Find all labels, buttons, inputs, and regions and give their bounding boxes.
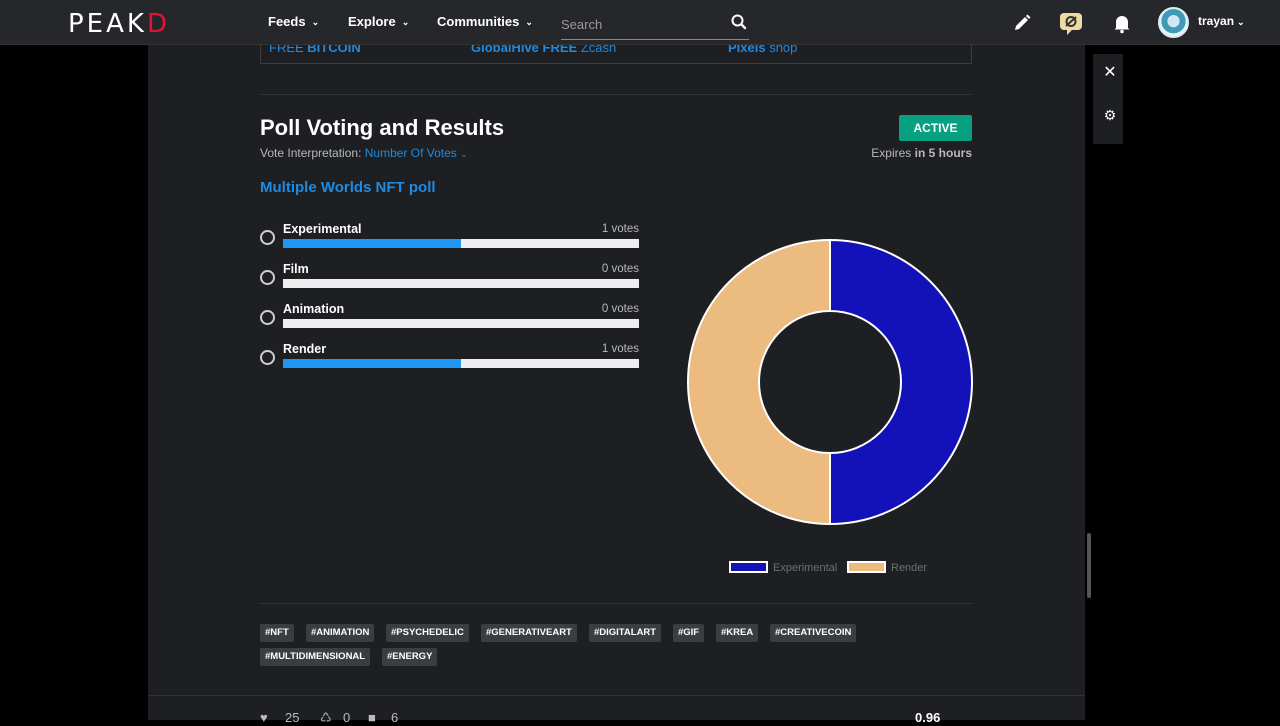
bell-icon[interactable]: [1110, 11, 1134, 35]
donut-slice-experimental[interactable]: [829, 238, 973, 526]
option-progress-bar: [283, 319, 639, 328]
results-donut-chart: [687, 238, 973, 526]
reblog-icon[interactable]: ♺: [320, 710, 332, 725]
post-content: FREE BITCOIN GlobalHive FREE Zcash Pixel…: [148, 35, 1085, 725]
option-label: Render: [283, 342, 327, 356]
poll-option-film[interactable]: Film 0 votes: [260, 262, 640, 296]
tag-krea[interactable]: #KREA: [716, 624, 759, 642]
search-input[interactable]: [561, 14, 721, 34]
option-label: Animation: [283, 302, 345, 316]
tag-multidimensional[interactable]: #MULTIDIMENSIONAL: [260, 648, 371, 666]
top-navbar: PEAKD Feeds ⌄ Explore ⌄ Communities ⌄ traya…: [0, 0, 1280, 45]
reblogs-count: 0: [343, 710, 351, 725]
option-radio[interactable]: [260, 350, 275, 365]
tag-nft[interactable]: #NFT: [260, 624, 294, 642]
search-bar: [561, 8, 749, 40]
payout-value: 0.96: [915, 710, 941, 725]
legend-swatch: [847, 561, 886, 573]
divider: [260, 94, 972, 95]
option-progress-fill: [283, 359, 461, 368]
chevron-down-icon: ⌄: [1237, 17, 1245, 27]
chat-icon[interactable]: [1058, 11, 1082, 35]
chevron-down-icon: ⌄: [525, 17, 533, 27]
option-radio[interactable]: [260, 230, 275, 245]
nav-feeds-label: Feeds: [268, 14, 306, 29]
option-label: Film: [283, 262, 309, 276]
nav-explore-label: Explore: [348, 14, 396, 29]
tag-animation[interactable]: #ANIMATION: [306, 624, 375, 642]
poll-option-render[interactable]: Render 1 votes: [260, 342, 640, 376]
vote-interpretation: Vote Interpretation: Number Of Votes ⌄: [260, 146, 468, 160]
tag-gif[interactable]: #GIF: [673, 624, 705, 642]
chevron-down-icon: ⌄: [460, 149, 468, 159]
poll-title: Poll Voting and Results: [260, 115, 505, 140]
scrollbar-thumb[interactable]: [1087, 533, 1091, 598]
user-menu[interactable]: trayan ⌄: [1198, 14, 1245, 28]
pencil-icon[interactable]: [1010, 11, 1034, 35]
close-icon[interactable]: ✕: [1103, 64, 1117, 81]
vote-interpretation-select[interactable]: Number Of Votes ⌄: [364, 146, 468, 160]
poll-option-experimental[interactable]: Experimental 1 votes: [260, 222, 640, 256]
option-votes: 0 votes: [601, 303, 639, 315]
donut-slice-render[interactable]: [687, 238, 831, 526]
tag-digitalart[interactable]: #DIGITALART: [589, 624, 662, 642]
tag-generativeart[interactable]: #GENERATIVEART: [481, 624, 577, 642]
username-label: trayan: [1198, 14, 1235, 28]
option-progress-bar: [283, 359, 639, 368]
tag-psychedelic[interactable]: #PSYCHEDELIC: [386, 624, 469, 642]
tag-creativecoin[interactable]: #CREATIVECOIN: [770, 624, 857, 642]
option-votes: 1 votes: [601, 343, 639, 355]
legend-label: Render: [891, 562, 928, 574]
chevron-down-icon: ⌄: [311, 17, 320, 27]
option-votes: 1 votes: [601, 223, 639, 235]
legend-label: Experimental: [773, 562, 838, 574]
poll-expiry: Expires in 5 hours: [871, 146, 972, 160]
gear-icon[interactable]: ⚙: [1103, 107, 1117, 123]
option-progress-fill: [283, 239, 461, 248]
post-footer: ♥ 25 ♺ 0 ■ 6 0.96: [260, 710, 972, 725]
legend-item-experimental[interactable]: Experimental: [729, 561, 837, 574]
vote-interpretation-label: Vote Interpretation:: [260, 146, 365, 160]
nav-communities-label: Communities: [437, 14, 520, 29]
heart-icon[interactable]: ♥: [260, 710, 268, 725]
peakd-logo[interactable]: PEAKD: [68, 9, 170, 39]
divider: [148, 695, 1085, 696]
poll-option-animation[interactable]: Animation 0 votes: [260, 302, 640, 336]
option-progress-bar: [283, 279, 639, 288]
option-radio[interactable]: [260, 270, 275, 285]
poll-question: Multiple Worlds NFT poll: [260, 179, 436, 196]
option-votes: 0 votes: [601, 263, 639, 275]
legend-item-render[interactable]: Render: [847, 561, 927, 574]
avatar[interactable]: [1158, 7, 1189, 38]
nav-explore[interactable]: Explore ⌄: [348, 14, 409, 29]
side-action-panel: ✕ ⚙: [1093, 54, 1123, 144]
status-badge: ACTIVE: [899, 115, 972, 141]
legend-swatch: [729, 561, 768, 573]
nav-communities[interactable]: Communities ⌄: [437, 14, 533, 29]
likes-count: 25: [285, 710, 300, 725]
chevron-down-icon: ⌄: [401, 17, 410, 27]
option-label: Experimental: [283, 222, 362, 236]
comments-count: 6: [391, 710, 399, 725]
search-icon[interactable]: [729, 12, 749, 32]
tag-energy[interactable]: #ENERGY: [382, 648, 438, 666]
option-progress-bar: [283, 239, 639, 248]
option-radio[interactable]: [260, 310, 275, 325]
comment-icon[interactable]: ■: [368, 710, 376, 725]
divider: [260, 603, 972, 604]
nav-feeds[interactable]: Feeds ⌄: [268, 14, 319, 29]
